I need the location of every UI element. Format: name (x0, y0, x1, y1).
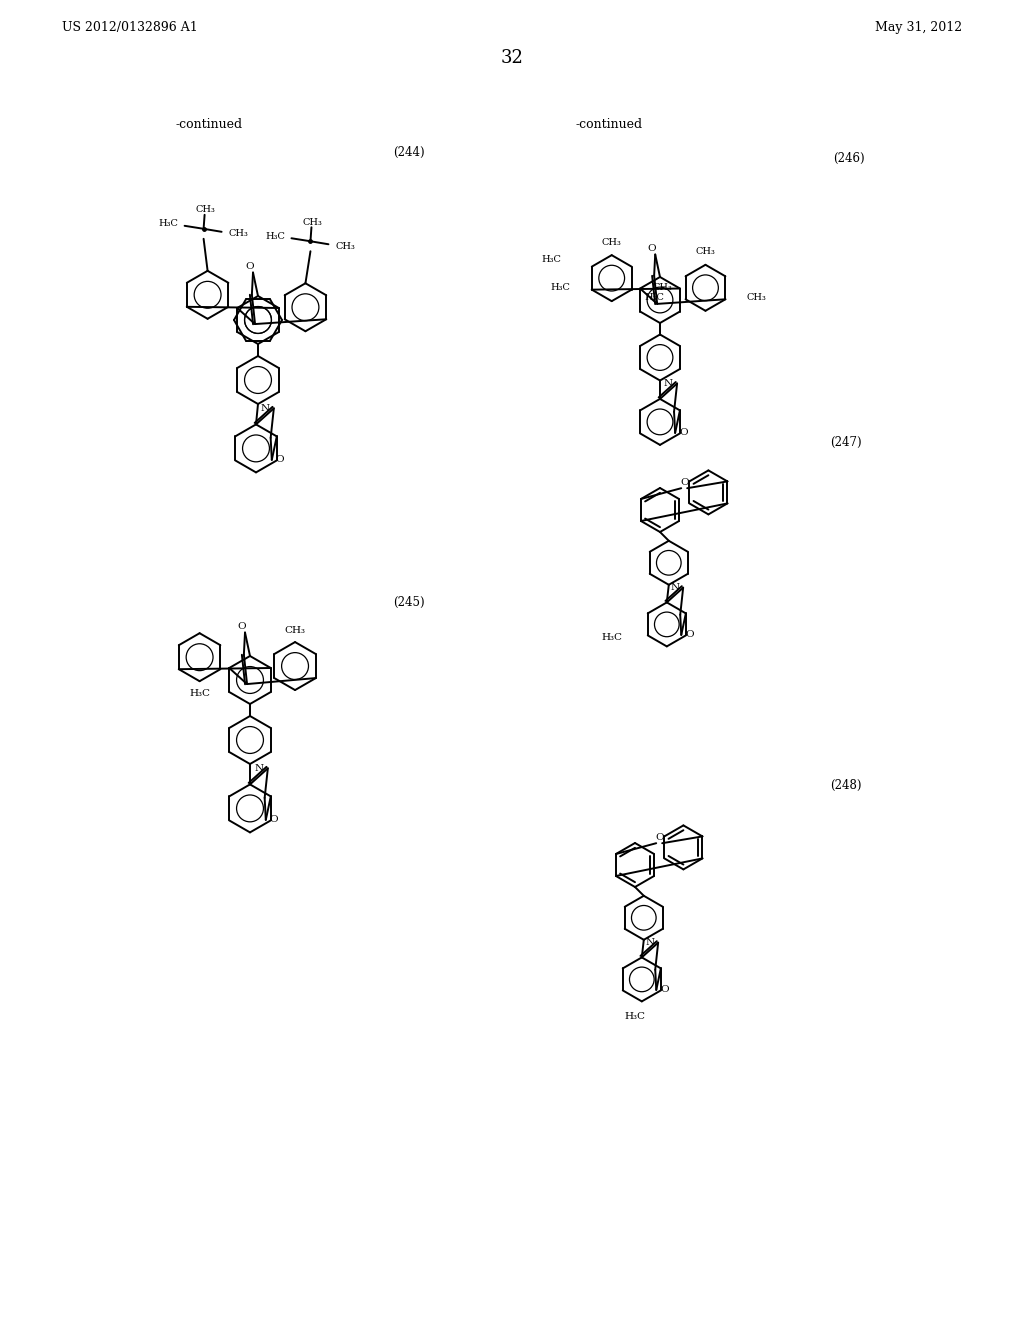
Text: (246): (246) (833, 152, 864, 165)
Text: (244): (244) (393, 145, 425, 158)
Text: O: O (660, 986, 669, 994)
Text: H₃C: H₃C (625, 1012, 646, 1020)
Text: O: O (680, 478, 688, 487)
Text: 32: 32 (501, 49, 523, 67)
Text: CH₃: CH₃ (285, 626, 305, 635)
Text: O: O (238, 622, 246, 631)
Text: H₃C: H₃C (644, 293, 665, 302)
Text: N: N (645, 939, 654, 948)
Text: -continued: -continued (175, 117, 242, 131)
Text: CH₃: CH₃ (652, 284, 673, 292)
Text: CH₃: CH₃ (336, 242, 355, 251)
Text: (245): (245) (393, 595, 425, 609)
Text: May 31, 2012: May 31, 2012 (874, 21, 962, 34)
Text: O: O (269, 816, 279, 825)
Text: O: O (679, 429, 688, 437)
Text: O: O (647, 244, 656, 253)
Text: -continued: -continued (575, 117, 642, 131)
Text: H₃C: H₃C (265, 232, 286, 240)
Text: CH₃: CH₃ (695, 247, 716, 256)
Text: CH₃: CH₃ (746, 293, 766, 302)
Text: H₃C: H₃C (542, 255, 561, 264)
Text: CH₃: CH₃ (196, 206, 215, 214)
Text: (247): (247) (830, 436, 861, 449)
Text: N: N (255, 764, 264, 772)
Text: US 2012/0132896 A1: US 2012/0132896 A1 (62, 21, 198, 34)
Text: H₃C: H₃C (189, 689, 210, 698)
Text: (248): (248) (830, 779, 861, 792)
Text: CH₃: CH₃ (228, 230, 249, 239)
Text: O: O (245, 261, 254, 271)
Text: N: N (664, 379, 673, 388)
Text: H₃C: H₃C (551, 284, 570, 292)
Text: H₃C: H₃C (602, 634, 623, 642)
Text: O: O (655, 833, 664, 842)
Text: O: O (685, 631, 694, 639)
Text: O: O (275, 455, 285, 465)
Text: N: N (670, 583, 679, 593)
Text: CH₃: CH₃ (602, 238, 622, 247)
Text: N: N (261, 404, 270, 413)
Text: H₃C: H₃C (159, 219, 178, 228)
Text: CH₃: CH₃ (302, 218, 323, 227)
